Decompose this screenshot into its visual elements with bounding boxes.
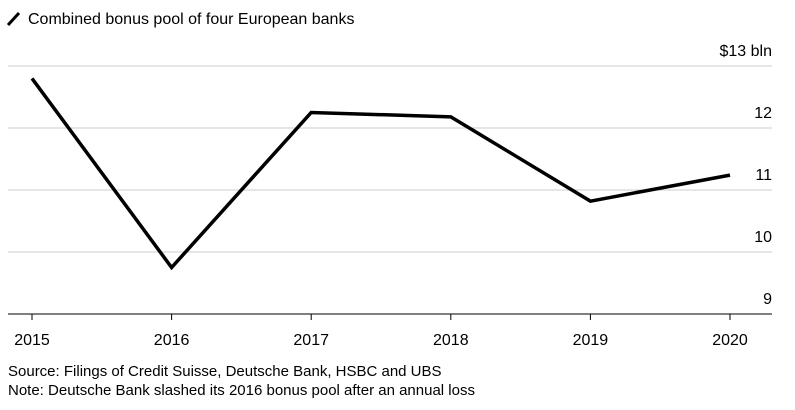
gridlines bbox=[8, 65, 772, 253]
source-note: Source: Filings of Credit Suisse, Deutsc… bbox=[8, 363, 442, 380]
y-tick-label-13: $13 bln bbox=[720, 43, 773, 60]
series-line-bonus-pool bbox=[30, 77, 731, 271]
y-tick-label-11: 11 bbox=[755, 167, 772, 184]
legend-label: Combined bonus pool of four European ban… bbox=[28, 11, 354, 28]
x-tick-label-2020: 2020 bbox=[712, 332, 748, 349]
legend: Combined bonus pool of four European ban… bbox=[6, 11, 354, 28]
y-tick-label-10: 10 bbox=[754, 229, 772, 246]
legend-line-swatch bbox=[6, 11, 21, 27]
x-tick-label-2018: 2018 bbox=[433, 332, 469, 349]
y-axis-tick-labels: 9 10 11 12 $13 bln bbox=[720, 43, 773, 308]
x-tick-label-2015: 2015 bbox=[14, 332, 50, 349]
x-axis-ticks: 2015 2016 2017 2018 2019 2020 bbox=[14, 314, 748, 349]
x-tick-label-2017: 2017 bbox=[293, 332, 329, 349]
x-tick-label-2016: 2016 bbox=[154, 332, 190, 349]
x-tick-label-2019: 2019 bbox=[573, 332, 609, 349]
footer: Source: Filings of Credit Suisse, Deutsc… bbox=[8, 363, 475, 399]
y-tick-label-9: 9 bbox=[763, 291, 772, 308]
y-tick-label-12: 12 bbox=[754, 105, 772, 122]
footnote: Note: Deutsche Bank slashed its 2016 bon… bbox=[8, 382, 475, 399]
